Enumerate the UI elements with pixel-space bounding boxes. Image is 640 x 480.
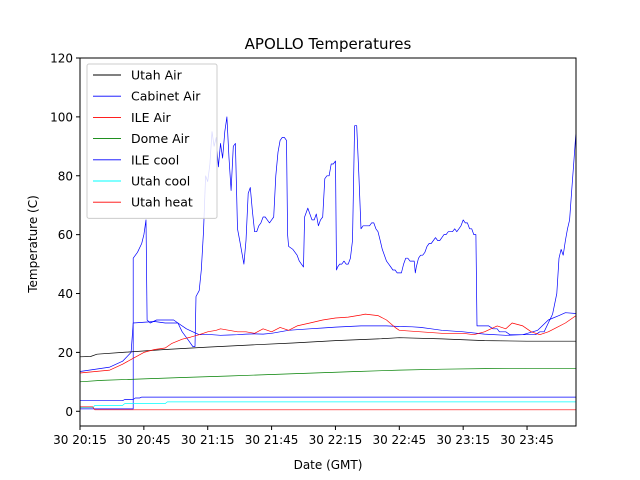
series-line-ile-air	[79, 313, 577, 374]
y-tick-label: 60	[58, 228, 73, 242]
plot-frame	[79, 57, 577, 427]
y-axis-label: Temperature (C)	[26, 195, 40, 294]
x-tick-label: 30 21:45	[245, 433, 299, 447]
legend-label: ILE cool	[131, 152, 179, 167]
x-tick-label: 30 21:15	[181, 433, 235, 447]
series-line-utah-cool	[80, 401, 576, 409]
x-tick-label: 30 22:15	[309, 433, 363, 447]
legend-label: ILE Air	[131, 110, 172, 125]
y-axis-ticks: 0 20 40 60 80 100 120	[50, 52, 80, 419]
series-line-extra-0	[80, 116, 577, 410]
legend-label: Utah cool	[131, 174, 190, 189]
series-line-dome-air	[79, 367, 576, 383]
x-tick-label: 30 20:45	[117, 433, 171, 447]
y-tick-label: 40	[58, 287, 73, 301]
legend: Utah Air Cabinet Air ILE Air Dome Air ILE co…	[86, 63, 218, 219]
y-tick-label: 20	[58, 346, 73, 360]
series-line-utah-air	[79, 337, 576, 358]
y-tick-label: 100	[50, 110, 73, 124]
x-tick-label: 30 22:45	[372, 433, 426, 447]
plot-area	[79, 57, 577, 427]
x-tick-label: 30 23:15	[436, 433, 490, 447]
x-axis-ticks: 30 20:15 30 20:45 30 21:15 30 21:45 30 22:15…	[53, 426, 554, 447]
legend-label: Cabinet Air	[131, 89, 201, 104]
legend-label: Utah Air	[131, 68, 183, 83]
x-tick-label: 30 23:45	[500, 433, 554, 447]
legend-label: Utah heat	[131, 195, 193, 210]
y-tick-label: 120	[50, 52, 73, 66]
series-line-utah-heat	[80, 406, 576, 411]
legend-box	[86, 63, 218, 219]
series-line-cabinet-air	[79, 312, 577, 372]
chart-title: APOLLO Temperatures	[245, 35, 412, 53]
y-tick-label: 0	[65, 405, 73, 419]
y-tick-label: 80	[58, 169, 73, 183]
x-axis-label: Date (GMT)	[294, 458, 363, 472]
legend-label: Dome Air	[131, 131, 190, 146]
x-tick-label: 30 20:15	[53, 433, 107, 447]
series-line-ile-cool	[80, 396, 576, 402]
